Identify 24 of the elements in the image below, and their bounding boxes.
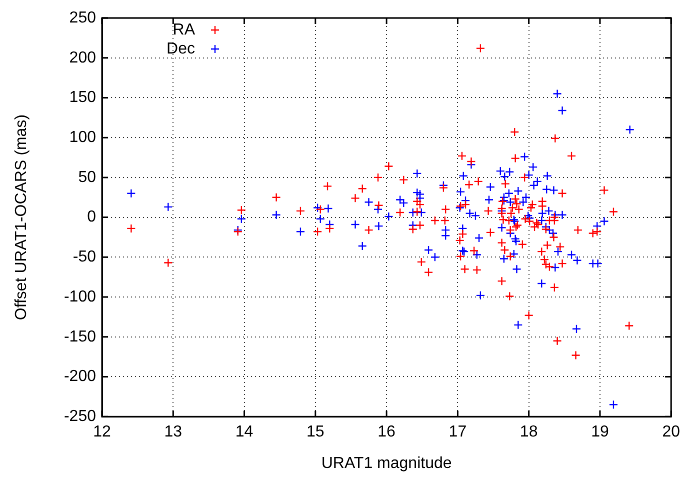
x-tick-label: 12 (93, 424, 111, 441)
y-tick-label: -250 (64, 408, 96, 426)
x-tick-label: 16 (378, 424, 396, 441)
y-tick-label: -50 (72, 248, 96, 266)
y-tick-label: -100 (64, 288, 96, 306)
x-tick-label: 17 (448, 424, 467, 441)
x-tick-label: 14 (235, 424, 254, 441)
y-axis-title: Offset URAT1-OCARS (mas) (13, 114, 30, 320)
y-tick-label: -150 (64, 328, 96, 346)
x-tick-label: 13 (164, 424, 182, 441)
y-tick-label: 150 (69, 89, 96, 106)
x-tick-label: 15 (306, 424, 324, 441)
x-axis-title: URAT1 magnitude (321, 454, 452, 472)
y-tick-label: -200 (64, 368, 96, 386)
x-tick-label: 20 (662, 424, 680, 441)
y-tick-label: 50 (78, 168, 96, 186)
y-tick-label: 0 (87, 208, 96, 226)
x-tick-label: 18 (520, 424, 538, 441)
y-tick-label: 200 (69, 49, 96, 66)
y-tick-label: 250 (69, 9, 96, 26)
legend-label: RA (172, 21, 196, 38)
legend-label: Dec (166, 40, 195, 58)
x-tick-label: 19 (591, 424, 609, 441)
y-tick-label: 100 (69, 128, 96, 146)
